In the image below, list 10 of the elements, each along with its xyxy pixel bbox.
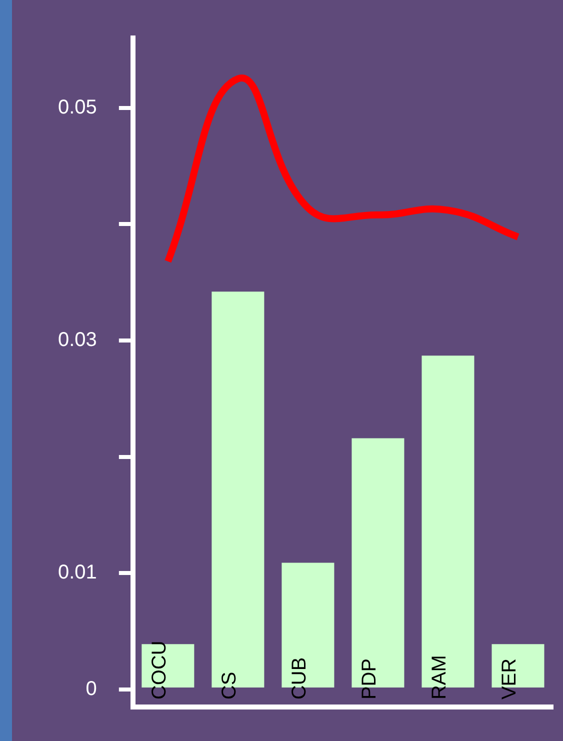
y-tick-label: 0.01 xyxy=(58,562,97,584)
x-tick-label: CS xyxy=(218,672,240,700)
x-tick-label: PDP xyxy=(358,658,380,700)
y-tick-label: 0 xyxy=(86,678,97,700)
y-tick-label: 0.03 xyxy=(58,329,97,352)
x-tick-label: CUB xyxy=(288,657,310,700)
x-tick-label: VER xyxy=(498,658,521,700)
x-tick-label: RAM xyxy=(428,655,450,700)
y-tick-label: 0.05 xyxy=(58,96,97,118)
x-tick-label: COCU xyxy=(148,640,170,700)
